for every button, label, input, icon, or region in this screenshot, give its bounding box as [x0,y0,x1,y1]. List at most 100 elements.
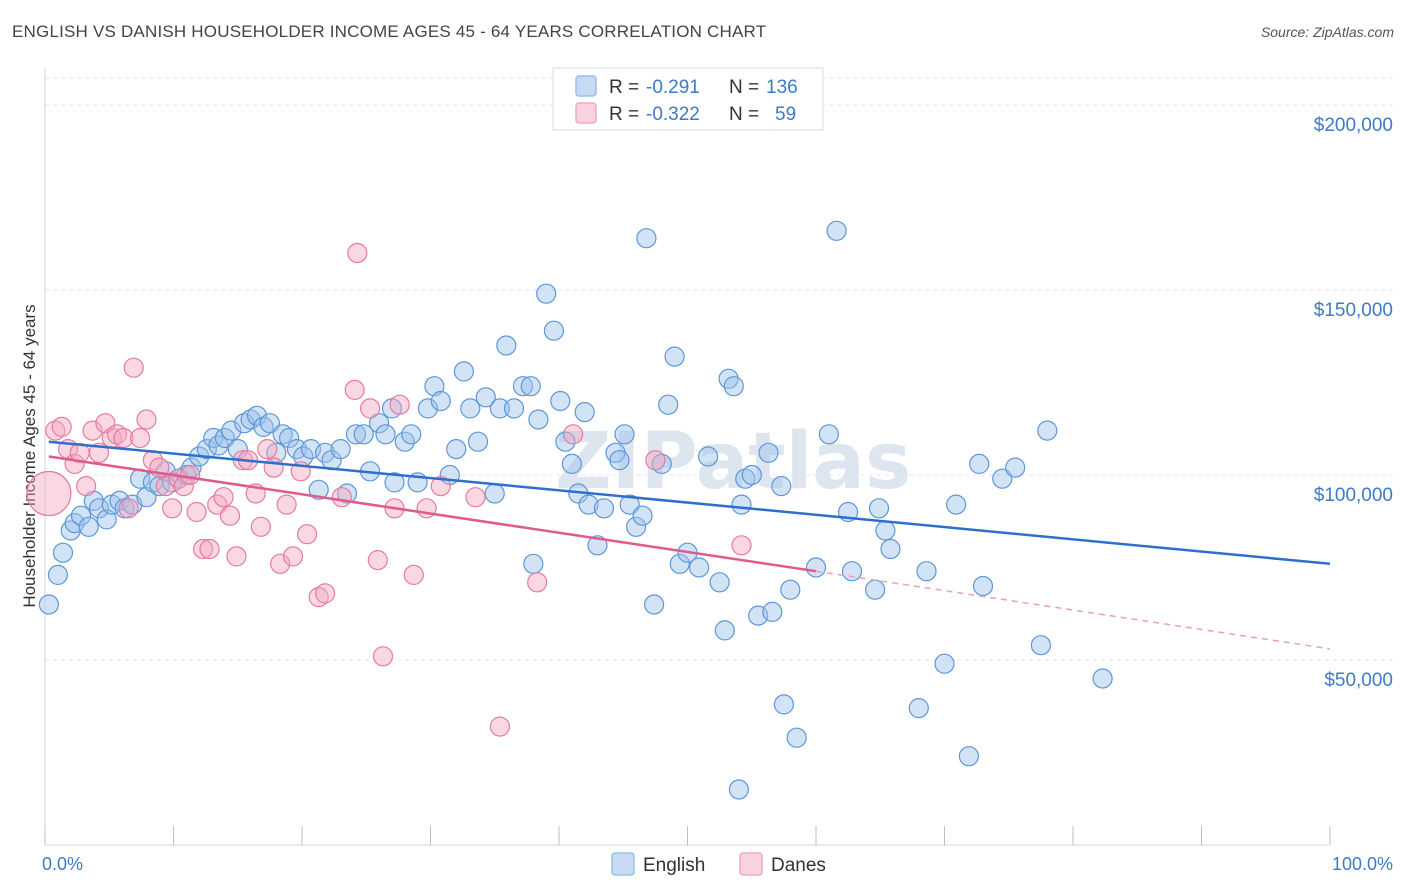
english-point [574,402,595,423]
english-point [279,427,300,449]
english-point [47,564,69,586]
danes-trend-line [48,455,817,573]
english-point [1005,457,1026,478]
english-point [345,424,367,445]
english-point [619,494,640,515]
english-point [632,505,653,526]
english-point [523,553,544,574]
english-point [550,390,571,412]
english-point [240,409,261,430]
legend-n-label-english: N = [729,77,759,98]
bottom-legend-label-danes: Danes [771,855,826,876]
english-point [773,694,795,715]
english-point [417,398,438,419]
english-point [651,453,672,474]
y-tick-label: $150,000 [1314,300,1393,321]
danes-point [465,487,486,508]
english-point [1092,668,1113,689]
english-point [70,505,92,526]
danes-point [26,470,72,517]
danes-point [82,420,103,441]
danes-point [162,498,183,519]
english-point [253,416,274,437]
danes-point [130,427,151,449]
english-point [593,498,615,519]
danes-point [308,586,329,608]
english-point [992,468,1013,489]
english-point [512,376,534,397]
english-point [771,476,792,497]
english-point [908,697,929,719]
danes-point [367,549,388,571]
trend-lines [48,440,1331,650]
legend-n-value-english: 136 [766,77,798,98]
english-point [658,394,679,415]
danes-point [403,564,424,586]
english-point [731,494,752,515]
english-point [875,520,896,541]
english-point [709,572,730,593]
legend-box [552,67,824,131]
x-tick-label-min: 0.0% [42,854,83,874]
english-point [805,557,827,578]
danes-point [113,427,134,449]
danes-point [276,494,297,515]
danes-point [155,476,176,497]
x-tick-label-max: 100.0% [1332,854,1393,874]
danes-point [360,398,381,419]
legend-n-value-danes: 59 [775,104,796,125]
english-point [826,220,847,241]
english-point [520,376,541,397]
english-point [536,283,557,304]
english-point [460,398,481,419]
english-point [578,494,599,515]
danes-point [372,646,394,667]
danes-point [250,516,271,537]
english-point [818,424,840,445]
english-point [330,439,351,460]
danes-point [331,487,352,508]
english-point [467,431,489,452]
english-point [424,376,445,397]
english-point [1037,420,1058,441]
danes-point [118,498,139,519]
y-tick-label: $50,000 [1324,670,1393,691]
danes-point [51,416,72,437]
english-point [528,409,549,430]
english-point [688,557,710,578]
x-ticks [44,826,1331,845]
y-axis-label: Householder Income Ages 45 - 64 years [20,304,39,607]
english-point [555,431,576,452]
danes-point [106,424,128,445]
english-point [969,453,990,474]
english-point [475,387,496,408]
english-point [864,579,886,600]
english-point [735,468,756,489]
danes-point [562,424,584,445]
english-point [543,320,565,341]
danes-point [282,546,304,567]
english-point [1030,635,1052,656]
english-trend-line [48,440,1331,566]
english-point [880,538,901,560]
english-point [234,413,255,434]
legend-r-value-english: -0.291 [646,77,700,98]
english-point [155,461,176,482]
danes-point [186,501,207,523]
english-point [728,779,750,800]
danes-point [136,409,157,430]
danes-point [263,457,284,478]
bottom-legend: English Danes [611,852,826,876]
danes-point [226,546,247,567]
danes-point [645,450,666,471]
english-point [353,424,374,445]
danes-point [199,538,220,560]
legend-n-label-danes: N = [729,104,759,125]
english-point [430,390,451,412]
danes-point [257,439,278,460]
chart-source: Source: ZipAtlas.com [1260,24,1394,40]
english-point [669,553,690,574]
danes-point [347,242,368,264]
danes-point [45,420,66,441]
english-point [934,653,955,674]
